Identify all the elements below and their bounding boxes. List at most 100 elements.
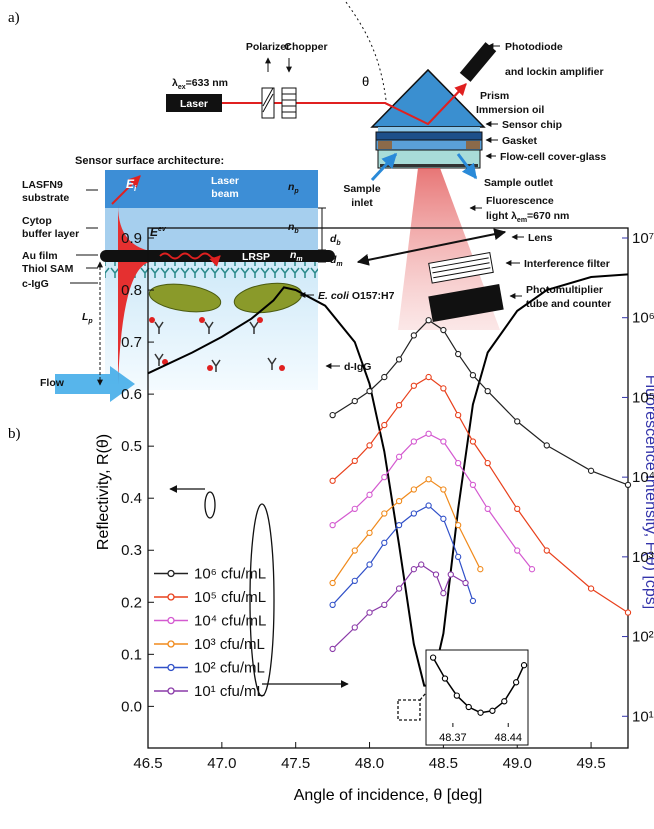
laser-label: Laser — [180, 98, 208, 110]
normal-line — [345, 1, 387, 101]
marker — [543, 442, 550, 449]
marker — [514, 505, 521, 513]
y2-tick-label: 10⁷ — [632, 230, 654, 247]
y-tick-label: 0.3 — [121, 542, 142, 559]
marker — [351, 457, 358, 465]
marker — [425, 430, 432, 437]
y-tick-label: 0.6 — [121, 386, 142, 403]
panel-label: b) — [8, 426, 21, 442]
fluorescence-wavelength: light λem=670 nm — [486, 210, 569, 224]
np-label: np — [288, 181, 299, 195]
layer-label: substrate — [22, 192, 69, 204]
legend-marker — [167, 663, 175, 672]
x-tick-label: 48.0 — [355, 755, 384, 772]
marker — [395, 497, 403, 505]
marker — [381, 421, 388, 429]
digg-label: d-IgG — [344, 361, 371, 373]
gasket-right — [466, 141, 480, 149]
series-line — [332, 319, 629, 486]
marker — [366, 442, 373, 449]
marker — [381, 510, 388, 517]
y-tick-label: 0.7 — [121, 334, 142, 351]
marker — [351, 577, 358, 584]
marker — [410, 332, 417, 339]
photodiode-label: and lockin amplifier — [505, 66, 604, 78]
prefix: light λ — [486, 210, 517, 222]
cover-glass — [380, 164, 478, 167]
y2-tick-label: 10³ — [632, 549, 654, 566]
marker — [395, 585, 403, 592]
immersion-oil — [378, 127, 480, 132]
marker — [469, 372, 477, 379]
marker — [410, 438, 417, 445]
x-axis-title: Angle of incidence, θ [deg] — [294, 787, 483, 804]
y2-tick-label: 10² — [632, 629, 654, 646]
species: E. coli — [318, 290, 350, 302]
marker — [440, 326, 447, 334]
inlet-label: inlet — [351, 197, 373, 209]
polarizer-label: Polarizer — [246, 41, 290, 53]
laser-wavelength: λex=633 nm — [172, 77, 228, 91]
symbol: E — [126, 177, 135, 191]
legend-label: 10⁴ cfu/mL — [194, 613, 266, 630]
legend-marker — [167, 569, 175, 578]
y2-tick-label: 10⁶ — [632, 310, 654, 327]
thickness-bracket — [318, 207, 326, 263]
symbol: n — [288, 221, 294, 233]
marker — [351, 547, 358, 554]
marker — [329, 579, 336, 587]
symbol: d — [330, 233, 337, 245]
detection-antibodies — [154, 321, 277, 372]
marker — [462, 579, 469, 587]
marker — [455, 459, 462, 467]
architecture-title: Sensor surface architecture: — [75, 155, 224, 167]
marker — [429, 654, 437, 661]
y2-axis-title: Fluorescence intensity, F(θ) [cps] — [642, 375, 654, 609]
layer-label: c-IgG — [22, 278, 49, 290]
photodiode-label: Photodiode — [505, 41, 563, 53]
legend-marker — [167, 640, 175, 648]
lrsp-label: LRSP — [242, 251, 270, 263]
x-tick-label: 49.0 — [503, 755, 532, 772]
chopper-lines — [282, 93, 296, 113]
layer-label: Cytop — [22, 215, 52, 227]
y-tick-label: 0.4 — [121, 490, 142, 507]
marker — [351, 624, 358, 631]
x-tick-label: 47.0 — [207, 755, 236, 772]
marker — [395, 453, 403, 460]
marker — [366, 609, 373, 616]
inlet-arrow — [370, 152, 398, 182]
marker — [418, 561, 425, 568]
marker — [543, 547, 550, 554]
y2-tick-label: 10¹ — [632, 708, 654, 725]
subscript: p — [87, 318, 93, 325]
pmt-label: tube and counter — [526, 298, 611, 310]
y-axis-title: Reflectivity, R(θ) — [95, 434, 112, 550]
y2-tick-label: 10⁴ — [632, 469, 654, 486]
filter — [428, 252, 494, 284]
marker — [441, 675, 449, 682]
series-line — [147, 273, 629, 687]
laser-box — [166, 94, 222, 112]
subscript: p — [293, 188, 299, 195]
marker — [514, 547, 521, 554]
marker — [381, 373, 388, 381]
fluorescence-label: Fluorescence — [486, 195, 554, 207]
value: =670 nm — [527, 210, 569, 222]
legend-marker — [167, 593, 175, 601]
beam-label: Laser — [211, 175, 239, 187]
inset-frame — [425, 649, 529, 746]
flow-arrow — [55, 366, 135, 402]
marker — [329, 411, 336, 419]
layer-label: buffer layer — [22, 228, 79, 240]
marker — [366, 561, 373, 568]
layer-pointers — [70, 189, 98, 284]
marker — [410, 486, 417, 493]
marker — [477, 709, 484, 716]
marker — [351, 397, 358, 405]
flow-label: Flow — [40, 377, 65, 389]
marker — [501, 698, 508, 705]
marker — [489, 707, 496, 714]
marker — [432, 571, 440, 578]
